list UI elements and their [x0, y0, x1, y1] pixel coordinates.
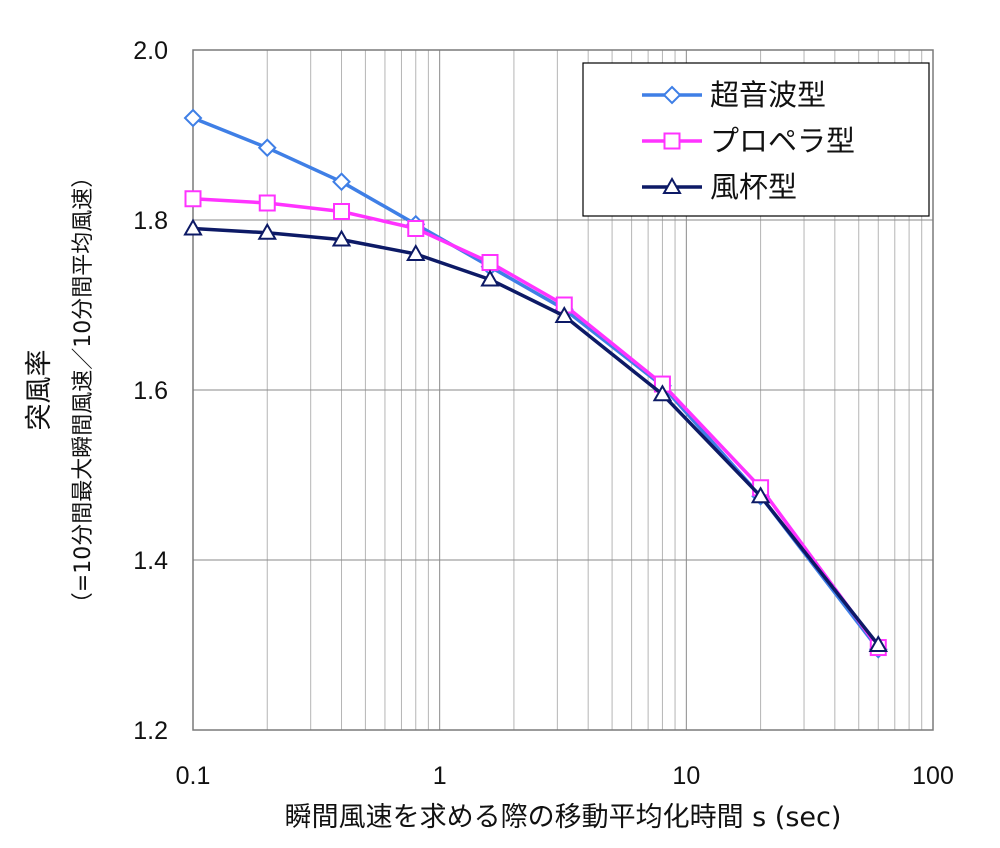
- data-point: [183, 108, 203, 128]
- legend-marker: [662, 85, 682, 105]
- data-point: [406, 243, 426, 261]
- plot-frame: [192, 49, 934, 731]
- data-point: [407, 220, 425, 237]
- legend-item: 風杯型: [642, 170, 797, 204]
- data-point: [333, 203, 351, 220]
- legend-label: プロペラ型: [710, 124, 855, 158]
- series-2: [184, 190, 887, 657]
- data-point: [332, 172, 351, 192]
- x-tick-label: 1: [433, 762, 447, 790]
- data-point: [868, 634, 889, 652]
- y-tick-label: 2.0: [133, 37, 168, 65]
- y-tick-label: 1.2: [133, 717, 168, 745]
- x-tick-label: 100: [912, 762, 954, 790]
- tick-labels: 0.1 1 10 100 1.2 1.4 1.6 1.8 2.0: [133, 37, 954, 790]
- legend-label: 超音波型: [710, 78, 826, 112]
- data-point: [257, 222, 277, 240]
- x-tick-label: 0.1: [176, 762, 211, 790]
- x-axis-title: 瞬間風速を求める際の移動平均化時間 s (sec): [285, 802, 842, 833]
- data-point: [331, 229, 352, 247]
- data-point: [481, 254, 499, 271]
- legend-marker: [663, 132, 681, 150]
- data-point: [184, 190, 202, 208]
- series-layer: [183, 108, 889, 659]
- x-tick-label: 10: [672, 762, 700, 790]
- y-tick-label: 1.6: [133, 377, 168, 405]
- legend-item: 超音波型: [642, 78, 826, 112]
- y-tick-label: 1.8: [133, 207, 168, 235]
- legend-marker: [662, 176, 682, 194]
- data-point: [257, 138, 277, 158]
- legend-item: プロペラ型: [642, 124, 855, 158]
- y-tick-label: 1.4: [133, 547, 168, 575]
- data-point: [258, 194, 276, 212]
- legend-box: [582, 62, 930, 217]
- data-point: [554, 306, 574, 324]
- series-3: [183, 218, 889, 652]
- series-line: [192, 197, 880, 649]
- y-axis-title: 突風率: [24, 350, 55, 431]
- data-point: [750, 486, 771, 504]
- data-point: [183, 218, 203, 236]
- legend-label: 風杯型: [710, 170, 797, 204]
- y-axis-subtitle: （=10分間最大瞬間風速／10分間平均風速）: [71, 166, 96, 614]
- data-point: [652, 384, 673, 402]
- data-point: [480, 269, 500, 287]
